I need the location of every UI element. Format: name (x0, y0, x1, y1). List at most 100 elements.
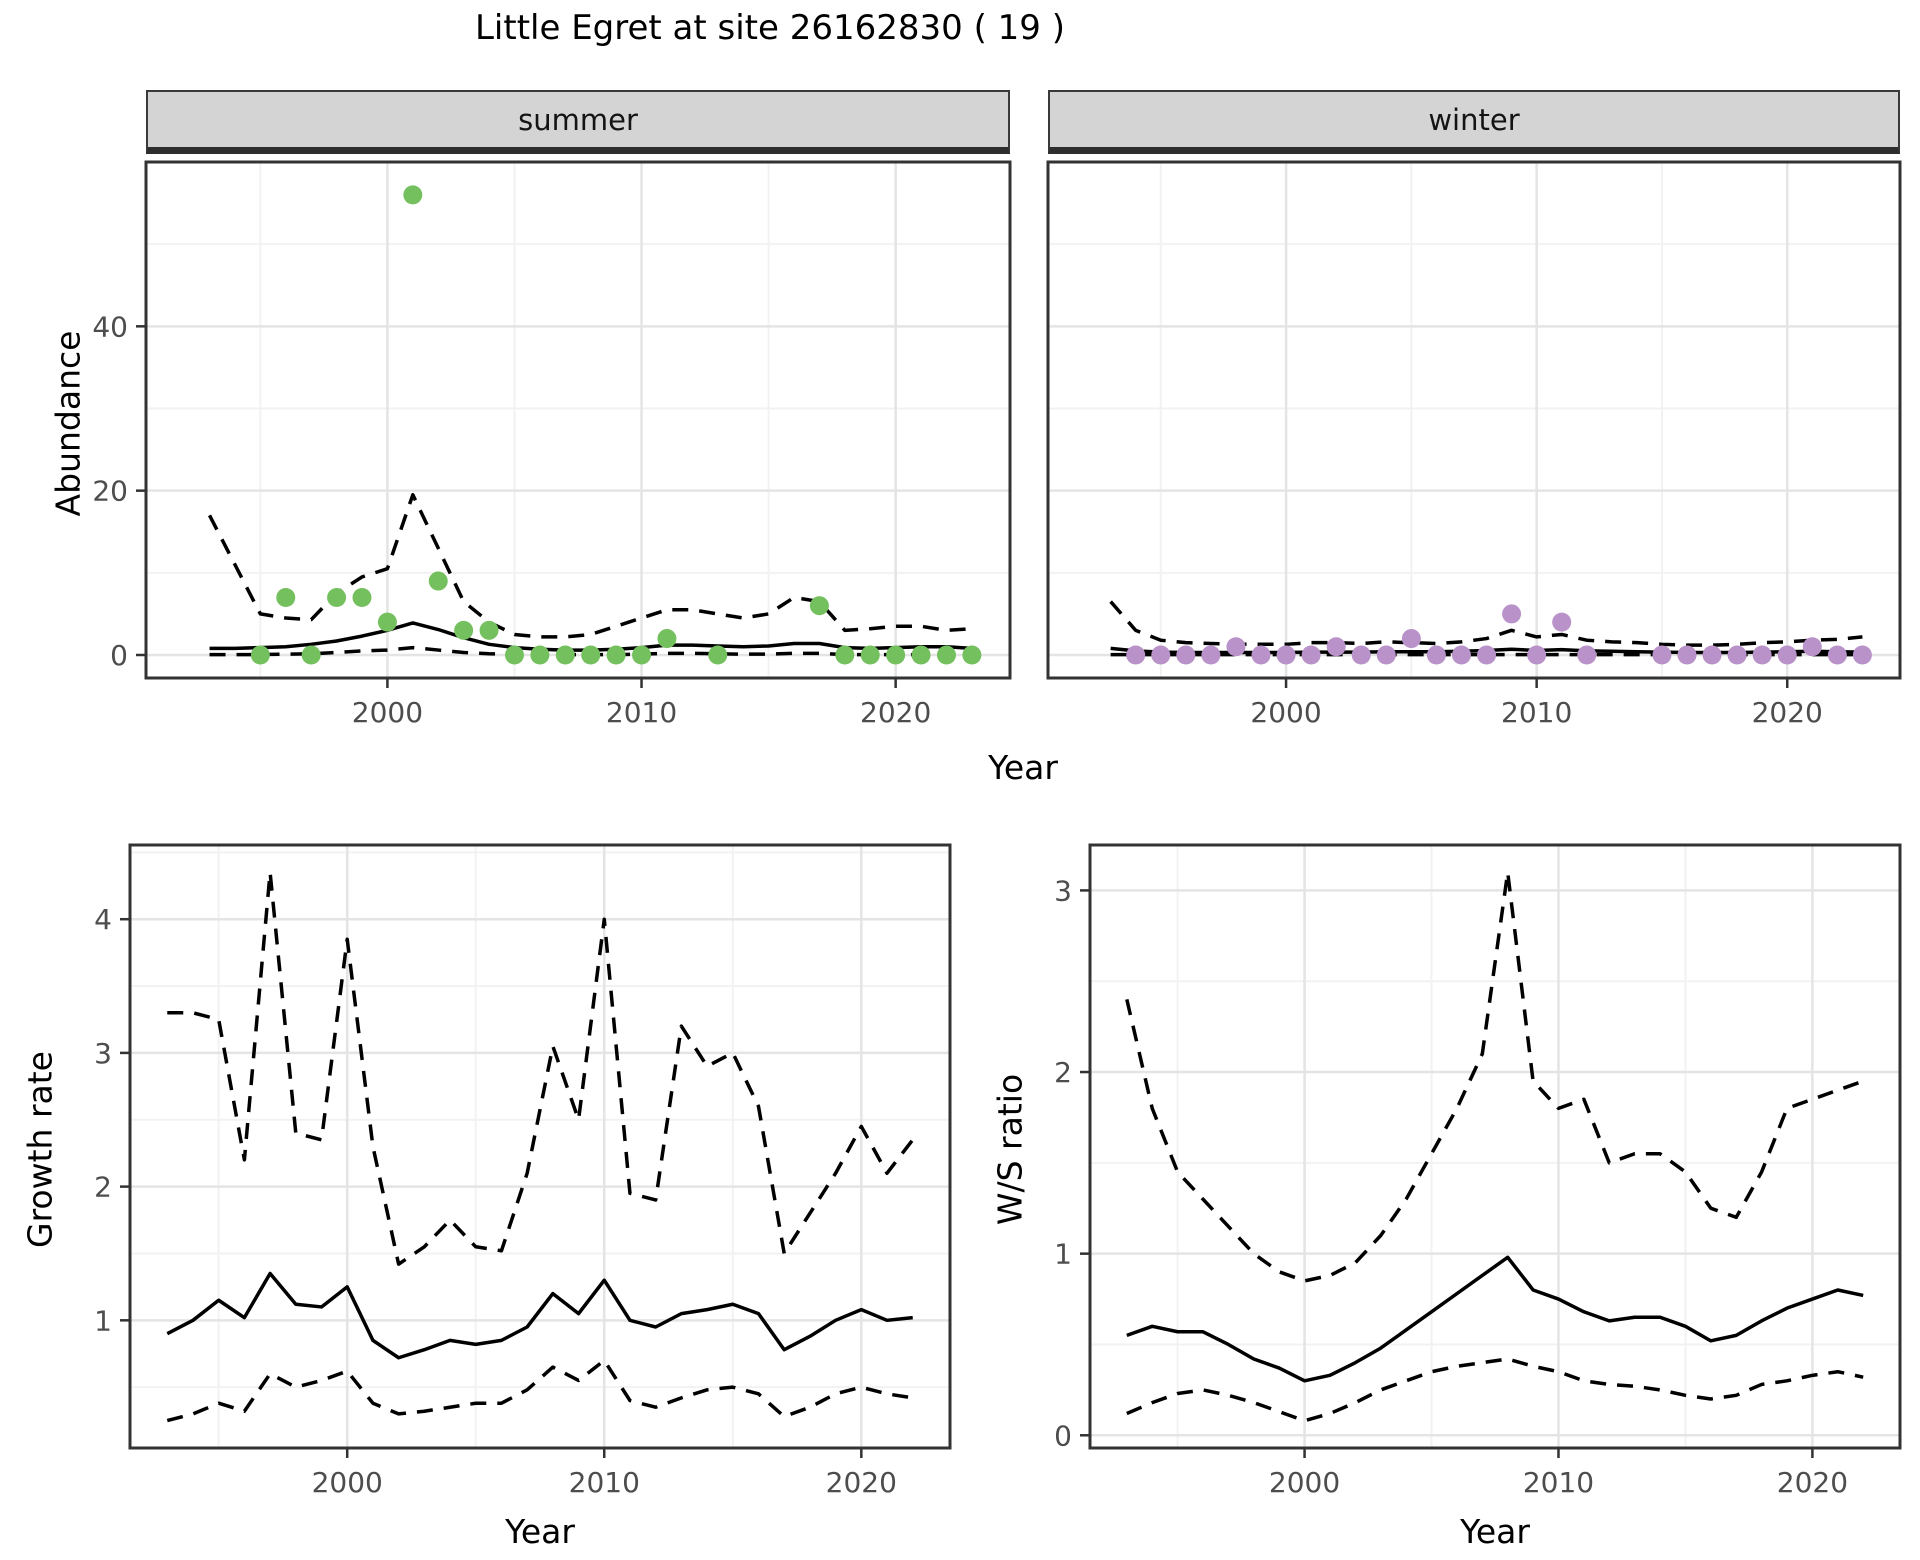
data-point (911, 645, 931, 665)
x-tick-label: 2020 (1777, 1466, 1848, 1499)
upper-confidence-band-line (1109, 600, 1863, 647)
data-point (1502, 604, 1522, 624)
data-point (1151, 645, 1171, 665)
data-point (301, 645, 321, 665)
fitted-trend-line (166, 1271, 913, 1360)
y-axis-title-ws-ratio: W/S ratio (990, 1073, 1030, 1226)
data-point (860, 645, 880, 665)
data-point (809, 596, 829, 616)
data-point (1777, 645, 1797, 665)
data-point (606, 645, 626, 665)
x-tick-label: 2020 (826, 1466, 897, 1499)
data-point (1376, 645, 1396, 665)
y-tick-label: 3 (1054, 874, 1072, 907)
data-point (1852, 645, 1872, 665)
facet-strip-winter: winter (1048, 90, 1900, 154)
data-point (1176, 645, 1196, 665)
data-point (708, 645, 728, 665)
data-point (1301, 645, 1321, 665)
y-tick-label: 2 (94, 1171, 112, 1204)
facet-strip-summer: summer (146, 90, 1010, 154)
data-point (454, 620, 474, 640)
data-point (428, 571, 448, 591)
y-axis-title-growth-rate: Growth rate (20, 1051, 60, 1248)
data-point (657, 629, 677, 649)
data-point (1451, 645, 1471, 665)
y-tick-label: 1 (1054, 1238, 1072, 1271)
data-point (1802, 637, 1822, 657)
data-point (1552, 612, 1572, 632)
panel-border (144, 160, 1012, 680)
y-tick-label: 40 (92, 310, 128, 343)
facet-strip-winter-label: winter (1428, 102, 1520, 137)
data-point (530, 645, 550, 665)
y-tick-label: 2 (1054, 1056, 1072, 1089)
data-point (1326, 637, 1346, 657)
growth-rate-plot: 2000 2010 2020 1 2 3 4 (94, 843, 952, 1499)
abundance-summer-plot: 2000 2010 2020 0 20 40 (92, 160, 1012, 729)
data-point (1201, 645, 1221, 665)
y-tick-label: 0 (1054, 1419, 1072, 1452)
x-axis-title-year-ws: Year (1460, 1512, 1530, 1551)
x-tick-label: 2010 (606, 696, 677, 729)
abundance-winter-plot: 2000 2010 2020 (1046, 160, 1902, 729)
data-point (1527, 645, 1547, 665)
x-tick-label: 2010 (1501, 696, 1572, 729)
data-point (581, 645, 601, 665)
data-point (1426, 645, 1446, 665)
x-tick-label: 2010 (569, 1466, 640, 1499)
data-point (1702, 645, 1722, 665)
y-tick-label: 4 (94, 903, 112, 936)
data-point (555, 645, 575, 665)
data-point (1351, 645, 1371, 665)
facet-strip-summer-label: summer (518, 102, 638, 137)
lower-confidence-band-line (166, 1358, 913, 1423)
data-point (1251, 645, 1271, 665)
x-tick-label: 2000 (1269, 1466, 1340, 1499)
upper-confidence-band-line (207, 493, 972, 639)
y-tick-label: 3 (94, 1037, 112, 1070)
lower-confidence-band-line (1126, 1357, 1864, 1423)
chart-title: Little Egret at site 26162830 ( 19 ) (474, 8, 1066, 48)
data-point (632, 645, 652, 665)
data-point (276, 587, 296, 607)
data-point (1577, 645, 1597, 665)
upper-confidence-band-line (1125, 870, 1864, 1283)
data-point (479, 620, 499, 640)
data-point (1727, 645, 1747, 665)
fitted-trend-line (1126, 1255, 1864, 1383)
x-tick-label: 2020 (1752, 696, 1823, 729)
data-point (1276, 645, 1296, 665)
x-tick-label: 2000 (1250, 696, 1321, 729)
data-point (1126, 645, 1146, 665)
ws-ratio-plot: 2000 2010 2020 0 1 2 3 (1054, 843, 1902, 1499)
data-point (327, 587, 347, 607)
y-tick-label: 1 (94, 1304, 112, 1337)
x-axis-title-year-top: Year (988, 748, 1058, 787)
x-tick-label: 2000 (352, 696, 423, 729)
data-point (835, 645, 855, 665)
y-tick-label: 20 (92, 475, 128, 508)
data-point (1677, 645, 1697, 665)
panel-border (128, 843, 952, 1450)
data-point (250, 645, 270, 665)
data-point (352, 587, 372, 607)
panel-border (1088, 843, 1902, 1450)
data-point (403, 185, 423, 205)
x-tick-label: 2000 (312, 1466, 383, 1499)
data-point (886, 645, 906, 665)
data-point (962, 645, 982, 665)
data-point (377, 612, 397, 632)
y-tick-label: 0 (110, 639, 128, 672)
upper-confidence-band-line (167, 870, 915, 1266)
x-axis-title-year-growth: Year (505, 1512, 575, 1551)
x-tick-label: 2020 (860, 696, 931, 729)
data-point (504, 645, 524, 665)
data-point (1226, 637, 1246, 657)
data-point (1477, 645, 1497, 665)
data-point (1827, 645, 1847, 665)
x-tick-label: 2010 (1523, 1466, 1594, 1499)
data-point (936, 645, 956, 665)
data-point (1752, 645, 1772, 665)
